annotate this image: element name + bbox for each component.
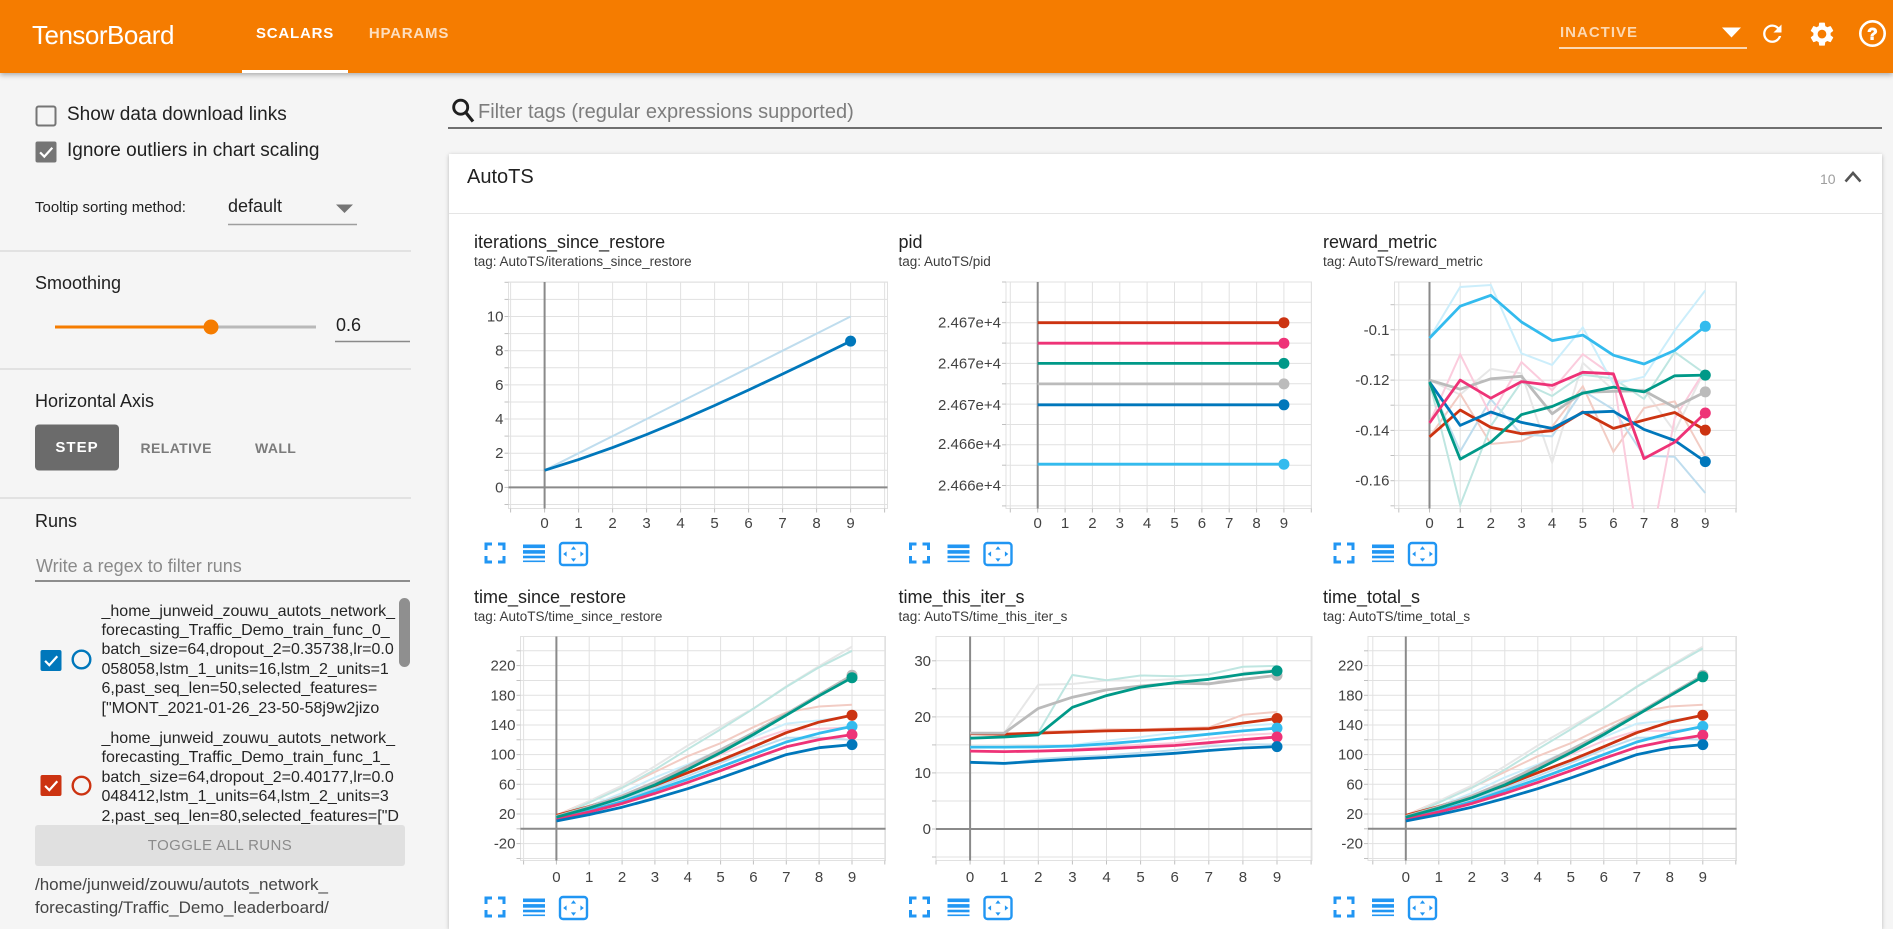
svg-text:0: 0 (1034, 515, 1042, 532)
svg-text:9: 9 (848, 869, 856, 886)
svg-text:0: 0 (552, 869, 560, 886)
svg-text:2: 2 (608, 515, 616, 532)
svg-text:0: 0 (1402, 869, 1410, 886)
svg-text:-20: -20 (1341, 836, 1363, 853)
svg-text:60: 60 (1346, 776, 1363, 793)
svg-text:10: 10 (487, 309, 504, 326)
svg-text:100: 100 (1338, 747, 1363, 764)
svg-text:2.467e+4: 2.467e+4 (938, 315, 1001, 332)
svg-text:3: 3 (1068, 869, 1076, 886)
svg-text:3: 3 (1116, 515, 1124, 532)
svg-text:9: 9 (1280, 515, 1288, 532)
svg-text:6: 6 (749, 869, 757, 886)
svg-text:6: 6 (1198, 515, 1206, 532)
svg-text:2.467e+4: 2.467e+4 (938, 397, 1001, 414)
svg-text:-0.16: -0.16 (1355, 473, 1389, 490)
svg-text:140: 140 (490, 717, 515, 734)
svg-text:10: 10 (914, 765, 931, 782)
svg-text:-20: -20 (494, 836, 516, 853)
svg-text:7: 7 (1225, 515, 1233, 532)
svg-text:20: 20 (1346, 806, 1363, 823)
svg-text:9: 9 (1701, 515, 1709, 532)
svg-text:2: 2 (1088, 515, 1096, 532)
svg-text:2: 2 (495, 445, 503, 462)
svg-text:220: 220 (490, 658, 515, 675)
svg-text:2: 2 (618, 869, 626, 886)
svg-text:7: 7 (778, 515, 786, 532)
svg-text:2.467e+4: 2.467e+4 (938, 355, 1001, 372)
svg-text:8: 8 (495, 343, 503, 360)
svg-text:8: 8 (1252, 515, 1260, 532)
svg-text:180: 180 (490, 687, 515, 704)
svg-text:9: 9 (846, 515, 854, 532)
svg-text:9: 9 (1699, 869, 1707, 886)
svg-text:140: 140 (1338, 717, 1363, 734)
svg-text:6: 6 (1609, 515, 1617, 532)
svg-text:7: 7 (782, 869, 790, 886)
svg-text:6: 6 (744, 515, 752, 532)
svg-text:20: 20 (499, 806, 516, 823)
svg-text:20: 20 (914, 709, 931, 726)
svg-text:3: 3 (1517, 515, 1525, 532)
svg-text:5: 5 (1579, 515, 1587, 532)
svg-text:9: 9 (1273, 869, 1281, 886)
svg-text:2: 2 (1487, 515, 1495, 532)
svg-text:4: 4 (1143, 515, 1151, 532)
svg-text:8: 8 (1239, 869, 1247, 886)
svg-text:1: 1 (585, 869, 593, 886)
svg-text:1: 1 (574, 515, 582, 532)
svg-text:?: ? (1867, 25, 1877, 44)
svg-text:7: 7 (1205, 869, 1213, 886)
svg-text:6: 6 (1171, 869, 1179, 886)
svg-text:8: 8 (812, 515, 820, 532)
svg-text:5: 5 (710, 515, 718, 532)
svg-text:180: 180 (1338, 687, 1363, 704)
svg-text:1: 1 (1061, 515, 1069, 532)
svg-text:0: 0 (540, 515, 548, 532)
svg-text:5: 5 (716, 869, 724, 886)
svg-text:1: 1 (1435, 869, 1443, 886)
svg-text:0: 0 (923, 821, 931, 838)
svg-text:6: 6 (1600, 869, 1608, 886)
svg-text:30: 30 (914, 653, 931, 670)
svg-text:0: 0 (966, 869, 974, 886)
svg-text:5: 5 (1170, 515, 1178, 532)
svg-text:2: 2 (1468, 869, 1476, 886)
svg-text:7: 7 (1633, 869, 1641, 886)
svg-text:4: 4 (684, 869, 692, 886)
svg-text:2.466e+4: 2.466e+4 (938, 478, 1001, 495)
svg-text:3: 3 (642, 515, 650, 532)
svg-text:5: 5 (1136, 869, 1144, 886)
svg-text:2: 2 (1034, 869, 1042, 886)
svg-text:0: 0 (495, 479, 503, 496)
svg-text:60: 60 (499, 776, 516, 793)
svg-text:100: 100 (490, 747, 515, 764)
svg-text:3: 3 (651, 869, 659, 886)
svg-text:4: 4 (676, 515, 684, 532)
svg-text:4: 4 (1534, 869, 1542, 886)
svg-text:1: 1 (1456, 515, 1464, 532)
svg-text:8: 8 (815, 869, 823, 886)
svg-text:7: 7 (1640, 515, 1648, 532)
svg-text:4: 4 (495, 411, 503, 428)
svg-text:-0.1: -0.1 (1364, 322, 1390, 339)
svg-text:2.466e+4: 2.466e+4 (938, 436, 1001, 453)
svg-text:4: 4 (1102, 869, 1110, 886)
svg-text:3: 3 (1501, 869, 1509, 886)
svg-text:5: 5 (1567, 869, 1575, 886)
svg-text:8: 8 (1666, 869, 1674, 886)
svg-text:6: 6 (495, 377, 503, 394)
svg-text:220: 220 (1338, 658, 1363, 675)
svg-text:1: 1 (1000, 869, 1008, 886)
svg-text:4: 4 (1548, 515, 1556, 532)
svg-text:0: 0 (1425, 515, 1433, 532)
svg-text:-0.14: -0.14 (1355, 422, 1389, 439)
svg-text:8: 8 (1671, 515, 1679, 532)
svg-text:-0.12: -0.12 (1355, 372, 1389, 389)
